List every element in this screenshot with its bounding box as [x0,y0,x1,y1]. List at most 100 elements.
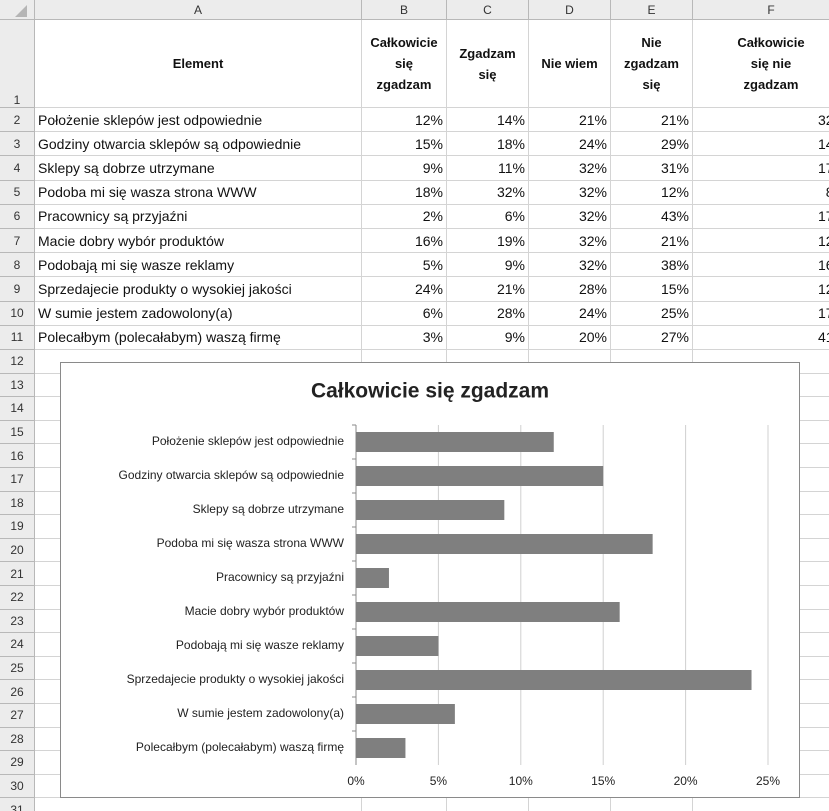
cell: 9% [447,325,529,350]
row-header: 12 [0,350,35,374]
row-header: 10 [0,301,35,326]
cell: 18% [447,132,529,157]
column-header: C [447,0,529,20]
cell: 19% [447,229,529,254]
row-header: 8 [0,253,35,278]
bar [356,602,620,622]
cell: 38% [611,253,693,278]
header-cell: Całkowicie się zgadzam [362,20,447,108]
cell: 21% [529,108,611,133]
row-header: 1 [0,20,35,108]
row-header: 17 [0,468,35,492]
cell: 16% [693,253,829,278]
bar [356,568,389,588]
cell: 31% [611,156,693,181]
header-cell: Całkowicie się nie zgadzam [693,20,829,108]
column-header: F [693,0,829,20]
cell: 12% [362,108,447,133]
row-header: 3 [0,132,35,157]
cell: Pracownicy są przyjaźni [35,204,362,229]
row-header: 23 [0,609,35,634]
cell: 32% [529,253,611,278]
cell: 32% [529,229,611,254]
cell: 27% [611,325,693,350]
cell: 29% [611,132,693,157]
cell: 12% [693,277,829,302]
cell: 32% [693,108,829,133]
row-header: 19 [0,515,35,539]
cell: Podobają mi się wasze reklamy [35,253,362,278]
cell: 12% [611,180,693,205]
cell: 24% [529,301,611,326]
cell: Podoba mi się wasza strona WWW [35,180,362,205]
cell: 32% [529,156,611,181]
chart-title: Całkowicie się zgadzam [311,380,549,403]
row-header: 6 [0,204,35,229]
chart-frame [60,362,800,798]
cell [447,798,529,811]
cell: 6% [447,204,529,229]
cell: Położenie sklepów jest odpowiednie [35,108,362,133]
cell [611,798,693,811]
cell: 14% [447,108,529,133]
cell: 21% [611,108,693,133]
row-header: 24 [0,633,35,657]
cell: 9% [447,253,529,278]
cell: 3% [362,325,447,350]
y-tick-label: Pracownicy są przyjaźni [216,570,344,584]
column-header: E [611,0,693,20]
cell: 12% [693,229,829,254]
row-header: 11 [0,325,35,350]
y-tick-label: Macie dobry wybór produktów [185,604,345,618]
y-tick-label: Polecałbym (polecałabym) waszą firmę [136,740,344,754]
x-tick-label: 20% [674,774,698,788]
chart: Całkowicie się zgadzam 0% 5% 10% 15% 20% 25% P… [60,362,800,798]
bar [356,432,554,452]
header-cell: Zgadzam się [447,20,529,108]
x-tick-label: 10% [509,774,533,788]
row-header: 15 [0,420,35,445]
row-header: 20 [0,538,35,563]
cell: 17% [693,302,829,326]
corner-icon [15,4,27,17]
cell: 11% [447,156,529,181]
row-header: 21 [0,562,35,586]
x-tick-label: 15% [591,774,615,788]
row-header: 25 [0,656,35,681]
row-header: 18 [0,491,35,516]
cell: 32% [529,180,611,205]
bar [356,636,439,656]
x-tick-label: 5% [430,774,448,788]
cell: 28% [447,301,529,326]
row-header: 5 [0,180,35,205]
row-header: 9 [0,277,35,302]
cell: 2% [362,204,447,229]
row-header: 4 [0,156,35,181]
corner [0,0,35,20]
cell: 24% [362,277,447,302]
bar [356,500,505,520]
y-tick-label: Sklepy są dobrze utrzymane [193,502,345,516]
y-tick-label: Sprzedajecie produkty o wysokiej jakości [127,672,344,686]
row-header: 16 [0,444,35,468]
cell: 5% [362,253,447,278]
bar [356,738,406,758]
y-tick-label: Położenie sklepów jest odpowiednie [152,434,344,448]
cell: 15% [362,132,447,157]
cell: 28% [529,277,611,302]
cell: 14% [693,132,829,157]
cell: 24% [529,132,611,157]
x-tick-label: 0% [347,774,365,788]
y-tick-label: Podoba mi się wasza strona WWW [157,536,345,550]
cell: 17% [693,156,829,181]
row-header: 7 [0,229,35,254]
row-header: 14 [0,397,35,421]
row-header: 26 [0,680,35,704]
bar [356,534,653,554]
row-header: 13 [0,373,35,398]
row-header: 29 [0,751,35,775]
cell: 18% [362,180,447,205]
cell: Sprzedajecie produkty o wysokiej jakości [35,277,362,302]
bar [356,670,752,690]
